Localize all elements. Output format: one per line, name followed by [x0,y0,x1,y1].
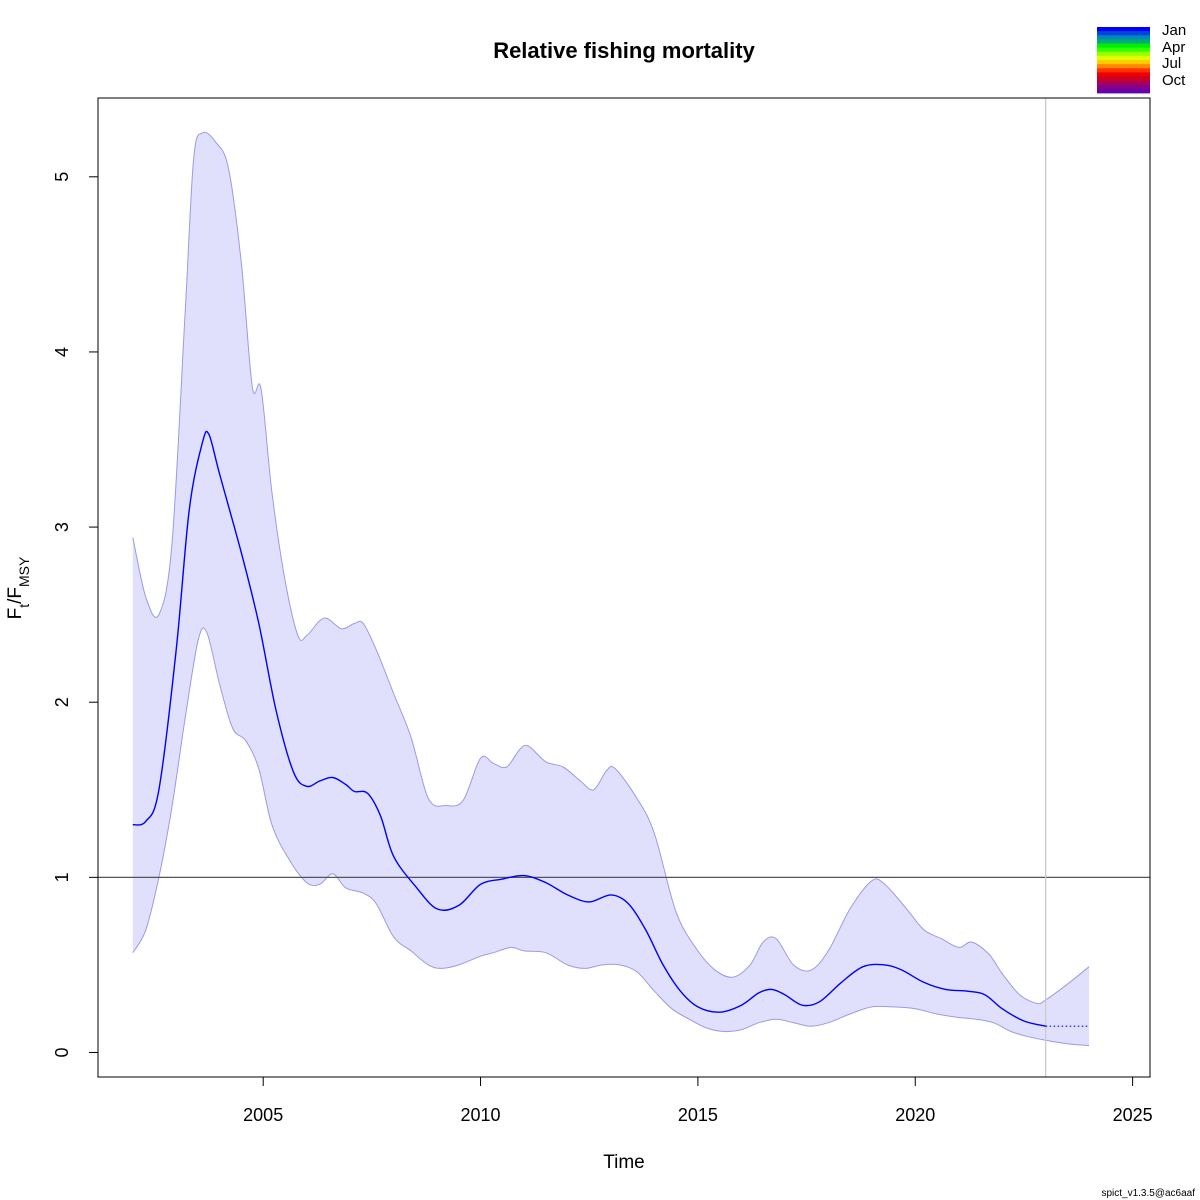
footer-version: spict_v1.3.5@ac6aaf [1101,1188,1195,1199]
x-axis-label: Time [603,1152,645,1173]
x-tick-label: 2005 [243,1105,283,1125]
y-tick-label: 0 [52,1047,72,1057]
legend-color-swatch [1097,27,1150,32]
chart-title: Relative fishing mortality [493,38,755,63]
y-tick-label: 3 [52,522,72,532]
y-tick-label: 1 [52,872,72,882]
legend-color-swatch [1097,76,1150,82]
y-tick-label: 5 [52,172,72,182]
legend-label: Apr [1162,39,1185,56]
legend-label: Jul [1162,55,1181,72]
legend-color-swatch [1097,88,1150,94]
legend-color-swatch [1097,51,1150,57]
y-axis-label-sep: /F [5,587,26,604]
y-tick-label: 4 [52,347,72,357]
legend-color-swatch [1097,47,1150,53]
y-tick-label: 2 [52,697,72,707]
confidence-band [132,132,1090,1046]
legend-color-swatch [1097,72,1150,77]
y-axis-label-main: F [5,608,26,620]
y-axis-label-sub1: t [16,604,32,608]
x-tick-label: 2015 [678,1105,718,1125]
estimate-line [132,430,1046,1027]
legend-color-swatch [1097,39,1150,44]
x-tick-label: 2010 [461,1105,501,1125]
x-axis: 2005 2010 2015 2020 2025 [243,1076,1153,1125]
legend-label: Jan [1162,22,1186,39]
legend-color-swatch [1097,43,1150,49]
y-axis: 0 1 2 3 4 5 [52,172,99,1057]
legend-color-swatch [1097,55,1150,61]
x-tick-label: 2025 [1113,1105,1153,1125]
ci-upper-line [132,131,1090,1005]
y-axis-label-sub2: MSY [16,556,32,587]
legend-color-swatch [1097,64,1150,69]
legend-label: Oct [1162,72,1186,89]
legend-color-swatch [1097,60,1150,65]
plot-area [98,98,1150,1077]
legend-color-swatch [1097,31,1150,36]
legend-color-swatch [1097,80,1150,86]
ci-lower-line [132,627,1090,1046]
x-tick-label: 2020 [895,1105,935,1125]
legend-color-swatch [1097,84,1150,90]
legend-color-swatch [1097,68,1150,73]
legend-color-swatch [1097,35,1150,40]
y-axis-label: Ft/FMSY [5,556,32,619]
